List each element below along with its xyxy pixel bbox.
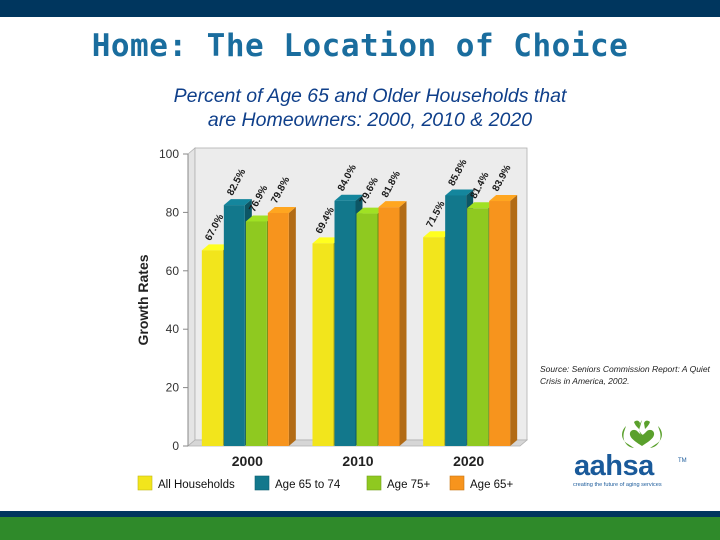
bar xyxy=(378,207,400,446)
bar xyxy=(334,200,356,446)
chart-side-wall xyxy=(187,147,196,447)
bar-top xyxy=(312,237,341,244)
bar-top xyxy=(334,194,363,201)
legend-label: Age 65 to 74 xyxy=(275,479,341,491)
legend-swatch xyxy=(449,475,465,491)
bar xyxy=(356,213,378,446)
logo-wordmark: aahsa xyxy=(574,450,654,482)
legend-swatch xyxy=(366,475,382,491)
bar-side xyxy=(288,206,296,446)
bar xyxy=(467,208,489,446)
legend-swatch xyxy=(254,475,270,491)
y-tick-label: 60 xyxy=(166,264,180,278)
slide-title: Home: The Location of Choice xyxy=(91,28,629,64)
y-tick-label: 40 xyxy=(166,322,180,336)
top-band xyxy=(0,0,720,17)
logo-tagline: creating the future of aging services xyxy=(573,482,662,488)
bar-top xyxy=(245,215,274,222)
bar-top xyxy=(267,206,296,213)
bar xyxy=(223,205,245,446)
bar-side xyxy=(510,195,518,446)
bar-top xyxy=(445,189,474,196)
legend-label: Age 75+ xyxy=(387,479,430,491)
bar-top xyxy=(378,201,407,208)
bar-side xyxy=(399,201,407,446)
bar-top xyxy=(467,202,496,209)
bar xyxy=(445,195,467,446)
y-tick-label: 100 xyxy=(159,147,179,161)
bar-top xyxy=(423,231,452,238)
bar-top xyxy=(201,244,230,251)
bar-top xyxy=(356,207,385,214)
logo-trademark: TM xyxy=(678,458,687,464)
bar-top xyxy=(489,195,518,202)
bottom-band-green xyxy=(0,517,720,540)
chart-title-line-1: Percent of Age 65 and Older Households t… xyxy=(173,85,567,107)
legend-swatch xyxy=(137,475,153,491)
bar xyxy=(245,221,267,446)
x-tick-label: 2020 xyxy=(453,453,484,469)
legend-label: Age 65+ xyxy=(470,479,513,491)
y-tick-label: 80 xyxy=(166,205,180,219)
bar xyxy=(489,201,511,446)
x-tick-label: 2010 xyxy=(342,453,373,469)
bar xyxy=(201,250,223,446)
y-axis-label: Growth Rates xyxy=(135,254,151,345)
bar xyxy=(312,243,334,446)
chart-title-line-2: are Homeowners: 2000, 2010 & 2020 xyxy=(207,109,533,131)
bar-top xyxy=(223,199,252,206)
y-tick-label: 0 xyxy=(172,439,179,453)
source-note: Source: Seniors Commission Report: A Qui… xyxy=(540,364,710,386)
bar xyxy=(267,212,289,446)
x-tick-label: 2000 xyxy=(232,453,263,469)
bottom-band-navy xyxy=(0,511,720,517)
legend-label: All Households xyxy=(158,479,235,491)
y-tick-label: 20 xyxy=(166,381,180,395)
chart-title: Percent of Age 65 and Older Households t… xyxy=(60,84,680,132)
aahsa-logo-icon xyxy=(622,420,662,448)
bar xyxy=(423,237,445,446)
